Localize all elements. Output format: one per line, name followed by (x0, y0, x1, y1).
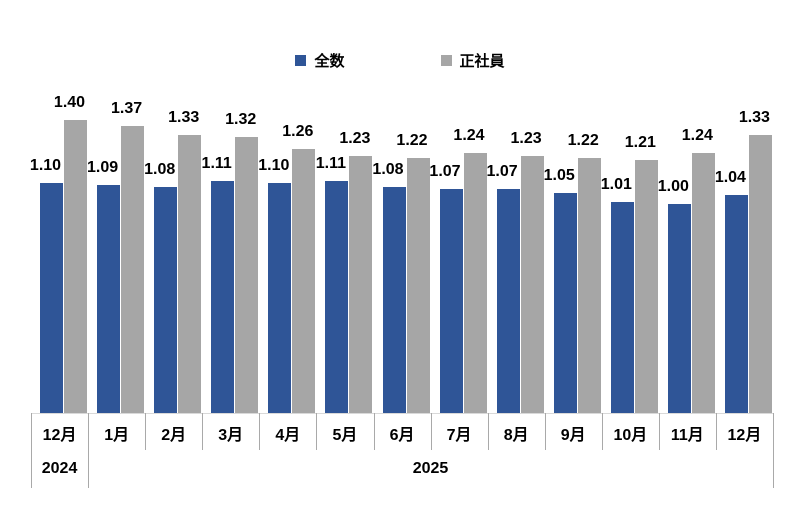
bar-seishain (121, 126, 145, 413)
value-label-zensu: 1.10 (29, 157, 62, 174)
chart-legend: 全数 正社員 (0, 50, 800, 71)
value-label-seishain: 1.22 (396, 132, 428, 149)
value-label-seishain: 1.33 (168, 109, 200, 126)
axis-tick (316, 413, 318, 450)
axis-tick (715, 413, 717, 450)
value-label-seishain: 1.33 (738, 109, 770, 126)
x-axis-month-label: 7月 (446, 427, 472, 444)
axis-tick (544, 413, 546, 450)
value-label-zensu: 1.00 (657, 178, 689, 195)
x-axis-month-label: 2月 (161, 427, 187, 444)
value-label-seishain: 1.26 (282, 123, 314, 140)
value-label-seishain: 1.24 (681, 127, 713, 144)
legend-swatch-zensu-icon (295, 55, 307, 66)
axis-tick (202, 413, 204, 450)
bar-seishain (748, 135, 772, 413)
bar-zensu (553, 193, 577, 413)
axis-tick (31, 413, 32, 488)
bar-seishain (64, 120, 87, 413)
value-label-zensu: 1.09 (87, 159, 119, 176)
x-axis-year-label: 2025 (412, 460, 449, 477)
x-axis-month-label: 10月 (613, 427, 648, 444)
bar-seishain (577, 158, 601, 413)
bar-zensu (382, 187, 406, 413)
x-axis-month-label: 12月 (727, 427, 762, 444)
value-label-zensu: 1.10 (258, 157, 290, 174)
bar-zensu (724, 195, 748, 413)
bar-zensu (211, 181, 235, 413)
bar-zensu (268, 183, 292, 413)
bar-seishain (349, 156, 373, 413)
axis-tick (601, 413, 603, 450)
value-label-zensu: 1.11 (201, 155, 232, 172)
bar-zensu (97, 185, 121, 413)
bar-seishain (691, 153, 715, 413)
x-axis-month-label: 5月 (332, 427, 358, 444)
axis-tick (658, 413, 660, 450)
value-label-seishain: 1.23 (339, 130, 371, 147)
legend-item-zensu: 全数 (295, 50, 345, 71)
bar-zensu (325, 181, 349, 413)
value-label-seishain: 1.37 (111, 100, 143, 117)
x-axis-month-label: 6月 (389, 427, 415, 444)
value-label-seishain: 1.23 (510, 130, 542, 147)
bar-zensu (667, 204, 691, 413)
bar-seishain (463, 153, 487, 413)
bar-seishain (178, 135, 202, 413)
value-label-zensu: 1.11 (315, 155, 347, 172)
bar-seishain (520, 156, 544, 413)
axis-tick (145, 413, 147, 450)
x-axis-month-label: 1月 (104, 427, 130, 444)
bar-seishain (406, 158, 430, 413)
legend-item-seishain: 正社員 (440, 50, 505, 71)
value-label-zensu: 1.08 (144, 161, 176, 178)
axis-tick (487, 413, 489, 450)
axis-tick (373, 413, 375, 450)
value-label-zensu: 1.04 (714, 169, 746, 186)
x-axis-month-label: 3月 (218, 427, 244, 444)
legend-swatch-seishain-icon (440, 55, 452, 66)
legend-label-zensu: 全数 (314, 53, 345, 70)
bar-zensu (40, 183, 63, 413)
x-axis-month-label: 8月 (503, 427, 529, 444)
value-label-zensu: 1.05 (543, 167, 575, 184)
value-label-zensu: 1.07 (486, 163, 518, 180)
axis-tick (88, 413, 90, 488)
value-label-seishain: 1.40 (53, 94, 86, 111)
axis-tick (430, 413, 432, 450)
axis-tick (773, 413, 774, 488)
value-label-seishain: 1.32 (225, 111, 257, 128)
x-axis-month-label: 9月 (560, 427, 586, 444)
value-label-zensu: 1.08 (372, 161, 404, 178)
bar-zensu (610, 202, 634, 413)
bar-zensu (439, 189, 463, 413)
value-label-seishain: 1.22 (567, 132, 599, 149)
x-axis-line (31, 413, 773, 414)
bar-seishain (235, 137, 259, 413)
axis-tick (259, 413, 261, 450)
bar-seishain (292, 149, 316, 413)
bar-zensu (154, 187, 178, 413)
x-axis-month-label: 12月 (42, 427, 77, 444)
legend-label-seishain: 正社員 (459, 53, 505, 70)
bar-zensu (496, 189, 520, 413)
value-label-zensu: 1.07 (429, 163, 461, 180)
bar-seishain (634, 160, 658, 413)
value-label-zensu: 1.01 (600, 176, 632, 193)
x-axis-year-label: 2024 (41, 460, 78, 477)
value-label-seishain: 1.21 (624, 134, 656, 151)
x-axis-month-label: 4月 (275, 427, 301, 444)
value-label-seishain: 1.24 (453, 127, 485, 144)
x-axis-month-label: 11月 (670, 427, 704, 444)
